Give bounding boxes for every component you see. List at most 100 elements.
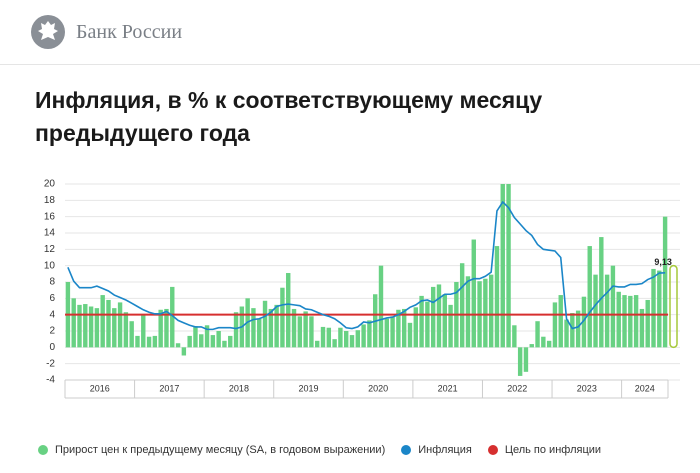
bar (315, 340, 320, 348)
bar (552, 302, 558, 348)
bar (257, 318, 262, 348)
y-tick-label: -4 (46, 375, 55, 386)
value-label: 9,13 (654, 257, 672, 267)
y-tick-label: 20 (44, 179, 56, 190)
bar (529, 344, 534, 348)
legend-item: Инфляция (401, 444, 472, 456)
bar (442, 294, 447, 348)
x-tick-label: 2024 (635, 383, 655, 393)
bar (187, 335, 192, 348)
bar (436, 284, 442, 348)
bar (274, 304, 279, 348)
bar (645, 299, 650, 348)
x-tick-label: 2016 (90, 383, 110, 393)
chart: -4 -2 0 2 4 6 8 10 12 14 16 18 20 2016 2017 2018 2019 202… (44, 179, 680, 399)
bar (193, 326, 198, 348)
bar (338, 327, 343, 348)
bar (593, 274, 598, 348)
bar (158, 309, 163, 348)
bar (599, 237, 604, 348)
y-tick-label: 10 (44, 260, 56, 271)
bar (633, 295, 639, 348)
x-tick-label: 2021 (438, 383, 458, 393)
bar (262, 300, 268, 348)
bar (500, 184, 505, 348)
bar (268, 308, 274, 348)
bar (390, 316, 395, 348)
bar (349, 335, 355, 348)
bar (570, 313, 575, 348)
bar (309, 316, 314, 348)
bar (378, 265, 384, 348)
x-tick-label: 2017 (159, 383, 179, 393)
bar (581, 296, 587, 348)
x-tick-label: 2020 (368, 383, 388, 393)
separator (0, 64, 700, 65)
bank-name: Банк России (76, 20, 183, 43)
bar (123, 312, 129, 348)
bar (94, 308, 100, 348)
bar (546, 340, 552, 348)
bar (170, 286, 175, 348)
bar (651, 268, 656, 348)
bar (407, 322, 413, 348)
bar (488, 274, 494, 348)
bar (430, 286, 436, 348)
bar (396, 309, 401, 348)
y-tick-label: 6 (49, 293, 55, 304)
bar (233, 312, 239, 348)
bar (152, 335, 158, 348)
bar (384, 318, 389, 348)
x-tick-label: 2023 (577, 383, 597, 393)
legend-item: Прирост цен к предыдущему месяцу (SA, в … (38, 444, 385, 456)
bar (291, 308, 297, 348)
bar (135, 335, 140, 348)
bar (326, 327, 332, 348)
bar (141, 314, 146, 348)
y-tick-label: 18 (44, 195, 56, 206)
bar (448, 304, 453, 348)
inflation-line (67, 200, 666, 331)
bar (88, 306, 94, 348)
bar (587, 246, 592, 348)
bar (83, 304, 88, 348)
bar (361, 324, 366, 348)
bar (465, 276, 471, 348)
bar (459, 263, 465, 348)
bar (129, 321, 134, 348)
x-tick-label: 2018 (229, 383, 249, 393)
bar (175, 343, 181, 348)
bar (297, 316, 303, 348)
y-tick-label: 2 (49, 326, 55, 337)
bar (222, 340, 227, 348)
y-tick-label: 8 (49, 277, 55, 288)
bar (181, 347, 187, 356)
bar (471, 239, 476, 348)
bar (662, 216, 668, 348)
header: Банк России (30, 10, 182, 54)
bar (320, 326, 326, 348)
bar (164, 308, 169, 348)
bar (106, 299, 111, 348)
bar (616, 291, 621, 348)
bar (622, 295, 627, 348)
legend-label: Прирост цен к предыдущему месяцу (SA, в … (55, 444, 386, 456)
bar (355, 330, 361, 348)
bar (483, 278, 488, 348)
bar (77, 304, 82, 348)
legend-marker (38, 445, 48, 455)
bar (112, 308, 117, 348)
bar (657, 270, 662, 348)
bar (280, 287, 285, 348)
bar (517, 347, 523, 376)
bar (575, 310, 581, 348)
bar (286, 273, 291, 348)
bar (425, 301, 430, 348)
y-tick-label: 12 (44, 244, 56, 255)
bar (413, 307, 418, 348)
y-tick-label: 4 (49, 309, 55, 320)
bar (199, 334, 204, 348)
x-tick-label: 2019 (299, 383, 319, 393)
bar (228, 335, 233, 348)
